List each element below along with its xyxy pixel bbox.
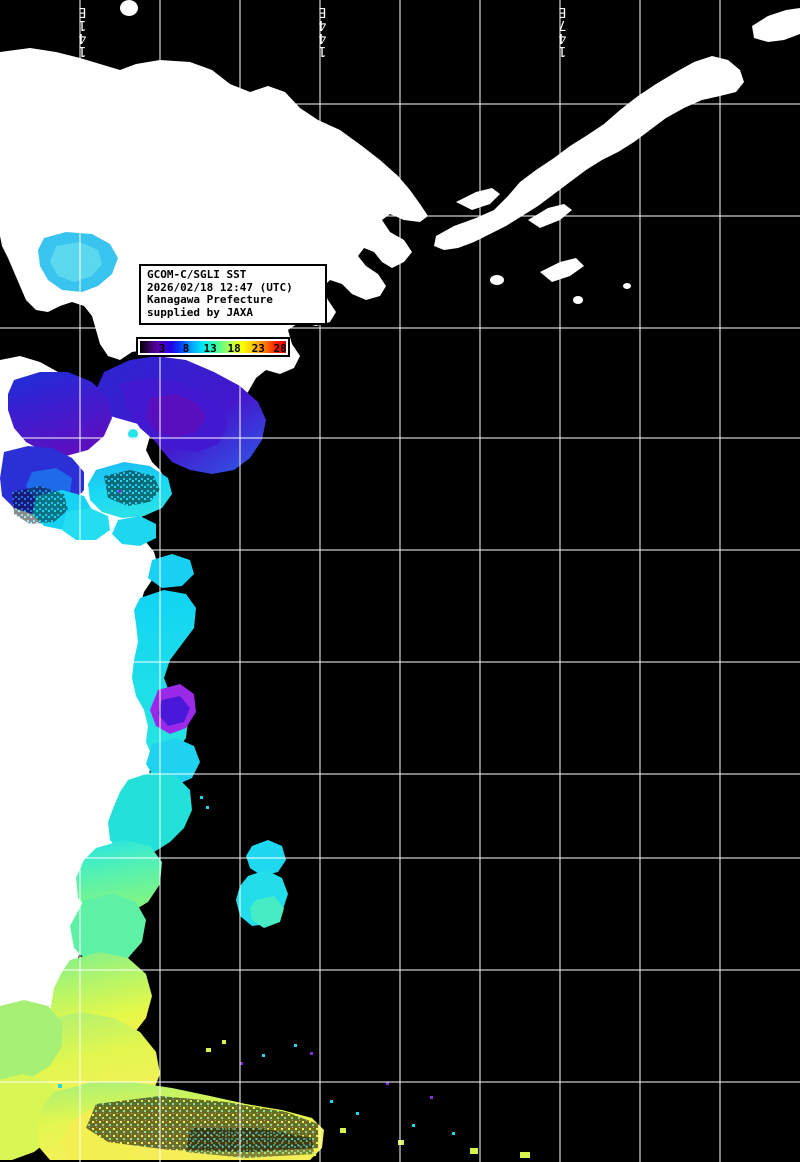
sst-patch-joban-n [70, 894, 146, 966]
island-kuril-3 [456, 188, 500, 210]
colorbar-tick-23: 23 [251, 342, 265, 355]
info-datetime: 2026/02/18 12:47 (UTC) [147, 280, 293, 294]
island-awa [11, 911, 33, 927]
sst-patch-japan-sea-s [0, 1000, 62, 1082]
island-kuril-1 [490, 275, 504, 285]
sst-patches [0, 232, 530, 1160]
island-sado [50, 682, 64, 692]
info-box: GCOM-C/SGLI SST 2026/02/18 12:47 (UTC) K… [139, 264, 327, 325]
lat-label-45n: 45N [8, 94, 32, 109]
sst-scatter-pixels-warm [206, 1040, 530, 1158]
colorbar-gradient: 3 8 13 18 23 28 [140, 341, 287, 355]
sst-patch-sanriku [108, 772, 192, 856]
sst-speckle-west [12, 486, 68, 524]
island-kuril-5 [540, 258, 584, 282]
sst-scatter-pixels-purple [118, 490, 433, 1099]
colorbar-tick-8: 8 [182, 342, 190, 355]
info-supplier: supplied by JAXA [147, 305, 253, 319]
hokkaido-landmass [0, 48, 428, 420]
colorbar-tick-3: 3 [158, 342, 166, 355]
info-product-title: GCOM-C/SGLI SST [147, 268, 247, 281]
colorbar-tick-28: 28 [273, 342, 287, 355]
sst-speckle-south-2 [186, 1128, 314, 1158]
island-small-2 [120, 0, 138, 16]
colorbar-tick-18: 18 [227, 342, 241, 355]
island-kuril-2 [342, 258, 358, 270]
sst-speckle-okhotsk [104, 470, 160, 506]
lon-label-144e: 144E [315, 6, 330, 58]
sst-patch-okhotsk-west [8, 372, 112, 456]
sst-patch-okhotsk-coldest [146, 394, 206, 438]
colorbar-tick-13: 13 [203, 342, 217, 355]
info-region: Kanagawa Prefecture [147, 293, 273, 306]
island-small-1 [179, 183, 187, 189]
sst-scatter-pixels [58, 790, 455, 1135]
sst-patch-nw-cyan-core [50, 242, 102, 282]
sst-patch-cyan-tongue-3 [62, 508, 110, 540]
island-kuril-far-ne [752, 8, 800, 42]
sst-pixel-warm-anomaly [128, 429, 138, 439]
lon-label-147e: 147E [555, 6, 570, 58]
island-rebun [82, 81, 110, 103]
sst-patch-cyan-tongue-4 [112, 516, 156, 546]
island-kuril-7 [623, 283, 631, 289]
sst-patch-offshore-3 [250, 896, 284, 928]
lon-label-141e: 141E [75, 6, 90, 58]
island-kuril-6 [573, 296, 583, 304]
sst-patch-purple-anomaly-core [158, 696, 190, 726]
sst-colorbar: 3 8 13 18 23 28 [136, 337, 290, 357]
